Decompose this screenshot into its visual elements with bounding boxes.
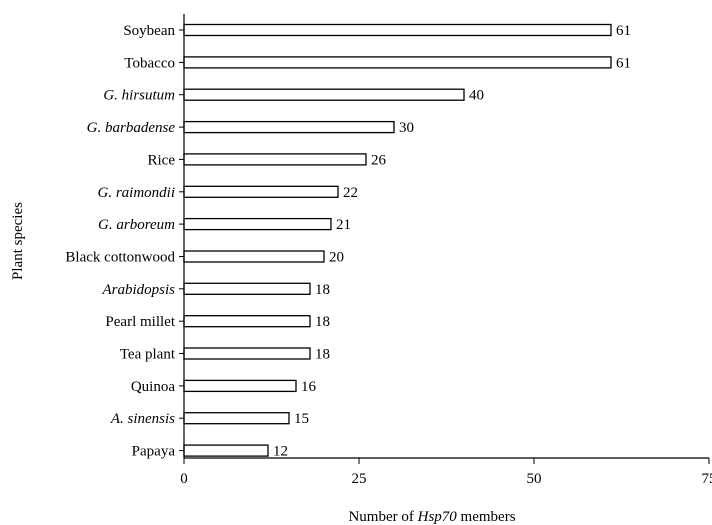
category-label: Papaya xyxy=(132,444,176,460)
category-label: A. sinensis xyxy=(110,411,175,427)
value-label: 26 xyxy=(371,152,387,168)
bar xyxy=(183,379,297,393)
value-label: 18 xyxy=(315,282,330,298)
x-axis-title-prefix: Number of xyxy=(348,509,417,525)
value-label: 18 xyxy=(315,314,330,330)
bar xyxy=(183,250,325,263)
category-label: Pearl millet xyxy=(105,314,175,330)
value-label: 22 xyxy=(343,185,358,201)
value-label: 16 xyxy=(301,379,317,395)
y-axis-title: Plant species xyxy=(10,202,26,280)
category-label: Arabidopsis xyxy=(101,282,175,298)
category-label: Soybean xyxy=(123,23,175,39)
value-label: 20 xyxy=(329,250,344,266)
category-label: G. raimondii xyxy=(97,185,175,201)
bar xyxy=(183,153,367,166)
category-label: Quinoa xyxy=(131,379,176,395)
category-label: Black cottonwood xyxy=(65,250,175,266)
bar xyxy=(183,185,339,198)
bar xyxy=(183,412,290,425)
category-label: G. barbadense xyxy=(87,120,176,136)
category-label: G. hirsutum xyxy=(103,88,175,104)
bar xyxy=(183,282,311,295)
category-label: G. arboreum xyxy=(98,217,175,233)
x-tick-label: 0 xyxy=(180,471,188,487)
category-label: Tobacco xyxy=(124,55,175,71)
category-label: Tea plant xyxy=(120,347,176,363)
value-labels: 61 61 40 30 26 22 21 20 18 18 18 16 15 12 xyxy=(273,23,631,460)
x-tick-label: 25 xyxy=(352,471,367,487)
value-label: 21 xyxy=(336,217,351,233)
x-axis-title: Number of Hsp70 members xyxy=(348,509,515,525)
value-label: 61 xyxy=(616,23,631,39)
x-tick-label: 50 xyxy=(527,471,542,487)
bar xyxy=(183,88,465,101)
x-axis-ticks: 0 25 50 75 xyxy=(180,458,712,487)
bars-group xyxy=(183,23,612,457)
x-tick-label: 75 xyxy=(702,471,712,487)
x-axis-title-suffix: members xyxy=(457,509,516,525)
axes xyxy=(179,14,709,459)
value-label: 15 xyxy=(294,411,309,427)
bar xyxy=(183,120,395,134)
value-label: 40 xyxy=(469,88,484,104)
bar xyxy=(183,217,332,231)
category-labels: Soybean Tobacco G. hirsutum G. barbadense Ri… xyxy=(65,23,175,460)
bar xyxy=(183,444,269,457)
value-label: 30 xyxy=(399,120,414,136)
bar xyxy=(183,56,612,69)
value-label: 12 xyxy=(273,444,288,460)
bar xyxy=(183,347,311,360)
bar xyxy=(183,23,612,37)
x-axis-title-gene: Hsp70 xyxy=(417,509,458,525)
value-label: 18 xyxy=(315,347,330,363)
bar xyxy=(183,315,311,328)
category-label: Rice xyxy=(148,152,176,168)
value-label: 61 xyxy=(616,55,631,71)
